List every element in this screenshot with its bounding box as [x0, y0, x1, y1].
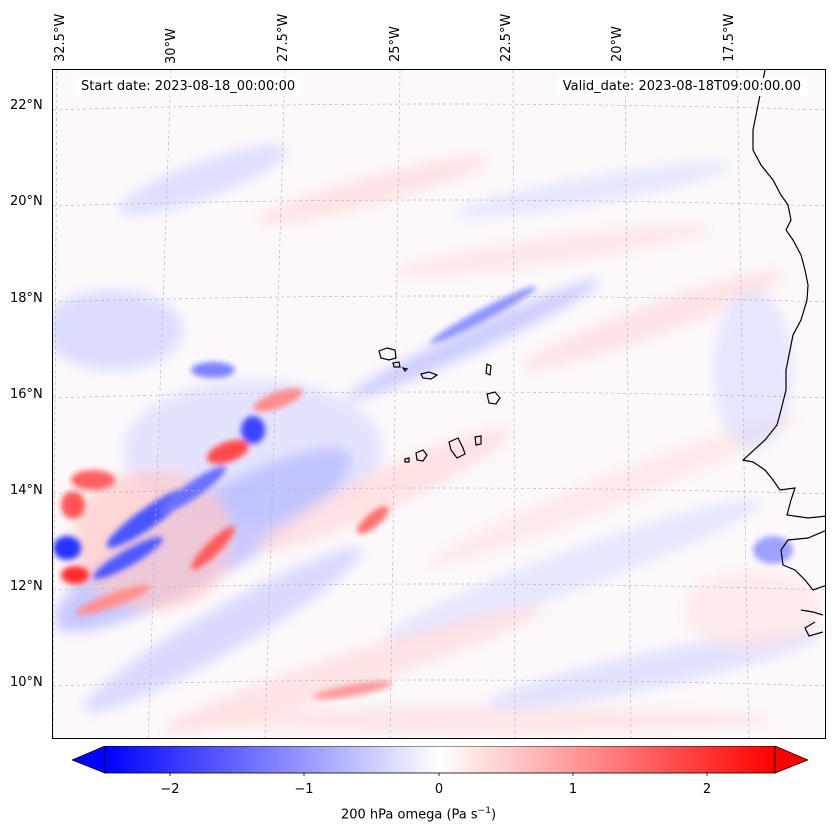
meridian-20w: [624, 70, 632, 738]
island-fogo: [415, 449, 428, 462]
lon-label-32.5w: 32.5°W: [53, 13, 68, 62]
gridlines: [53, 70, 825, 738]
colorbar-extend-high: [774, 746, 808, 774]
africa-coastline: [741, 70, 825, 637]
meridian-27.5w: [264, 70, 286, 738]
lat-label-18n: 18°N: [10, 291, 43, 306]
island-sao-nicolau: [420, 371, 439, 380]
valid-date-label: Valid_date: 2023-08-18T09:00:00.00: [556, 78, 807, 96]
lat-label-16n: 16°N: [10, 387, 43, 402]
colorbar-ticks: [169, 773, 708, 776]
island-santa-luzia: [401, 367, 409, 372]
colorbar-tick-2: 2: [702, 782, 712, 797]
map-panel[interactable]: Start date: 2023-08-18_00:00:00 Valid_da…: [52, 69, 826, 739]
colorbar-label-text: 200 hPa omega (Pa s: [340, 807, 478, 823]
lon-label-27.5w: 27.5°W: [276, 13, 291, 62]
island-sao-vicente: [392, 361, 401, 368]
meridian-30w: [147, 70, 172, 738]
parallel-18n: [53, 295, 825, 303]
parallel-14n: [53, 487, 825, 495]
colorbar-extend-low: [72, 746, 106, 774]
island-boa-vista: [486, 391, 501, 405]
lon-label-25w: 25°W: [388, 26, 403, 62]
coastlines: [378, 70, 825, 637]
island-santiago: [448, 437, 466, 459]
island-sal: [485, 363, 492, 376]
island-maio: [474, 435, 482, 446]
parallel-22n: [53, 103, 825, 111]
colorbar-tick-minus1: −1: [294, 782, 314, 797]
parallel-16n: [53, 391, 825, 399]
lat-label-20n: 20°N: [10, 194, 43, 209]
colorbar-tick-1: 1: [568, 782, 578, 797]
meridian-22.5w: [512, 70, 516, 738]
parallel-20n: [53, 199, 825, 207]
lon-label-22.5w: 22.5°W: [499, 13, 514, 62]
colorbar: [72, 746, 808, 776]
lon-label-20w: 20°W: [610, 26, 625, 62]
colorbar-label: 200 hPa omega (Pa s−1): [0, 806, 837, 822]
meridian-25w: [389, 70, 401, 738]
colorbar-tick-0: 0: [434, 782, 444, 797]
colorbar-body: [104, 746, 776, 774]
omega-shading-strong: [53, 286, 793, 700]
colorbar-tick-minus2: −2: [160, 782, 180, 797]
meridian-17.5w: [736, 70, 750, 738]
parallel-10n: [53, 679, 825, 687]
lat-label-10n: 10°N: [10, 675, 43, 690]
lat-label-12n: 12°N: [10, 579, 43, 594]
start-date-label: Start date: 2023-08-18_00:00:00: [75, 78, 302, 96]
omega-field: [53, 70, 825, 738]
colorbar-label-close: ): [490, 807, 497, 823]
colorbar-label-exponent: −1: [477, 806, 491, 816]
meridian-32.5w: [53, 70, 58, 738]
lat-label-22n: 22°N: [10, 98, 43, 113]
lon-label-30w: 30°W: [164, 28, 179, 64]
lat-label-14n: 14°N: [10, 483, 43, 498]
lon-label-17.5w: 17.5°W: [722, 13, 737, 62]
omega-shading-broad: [53, 144, 823, 735]
island-brava: [404, 457, 410, 463]
island-santo-antao: [378, 347, 397, 361]
parallel-12n: [53, 583, 825, 591]
